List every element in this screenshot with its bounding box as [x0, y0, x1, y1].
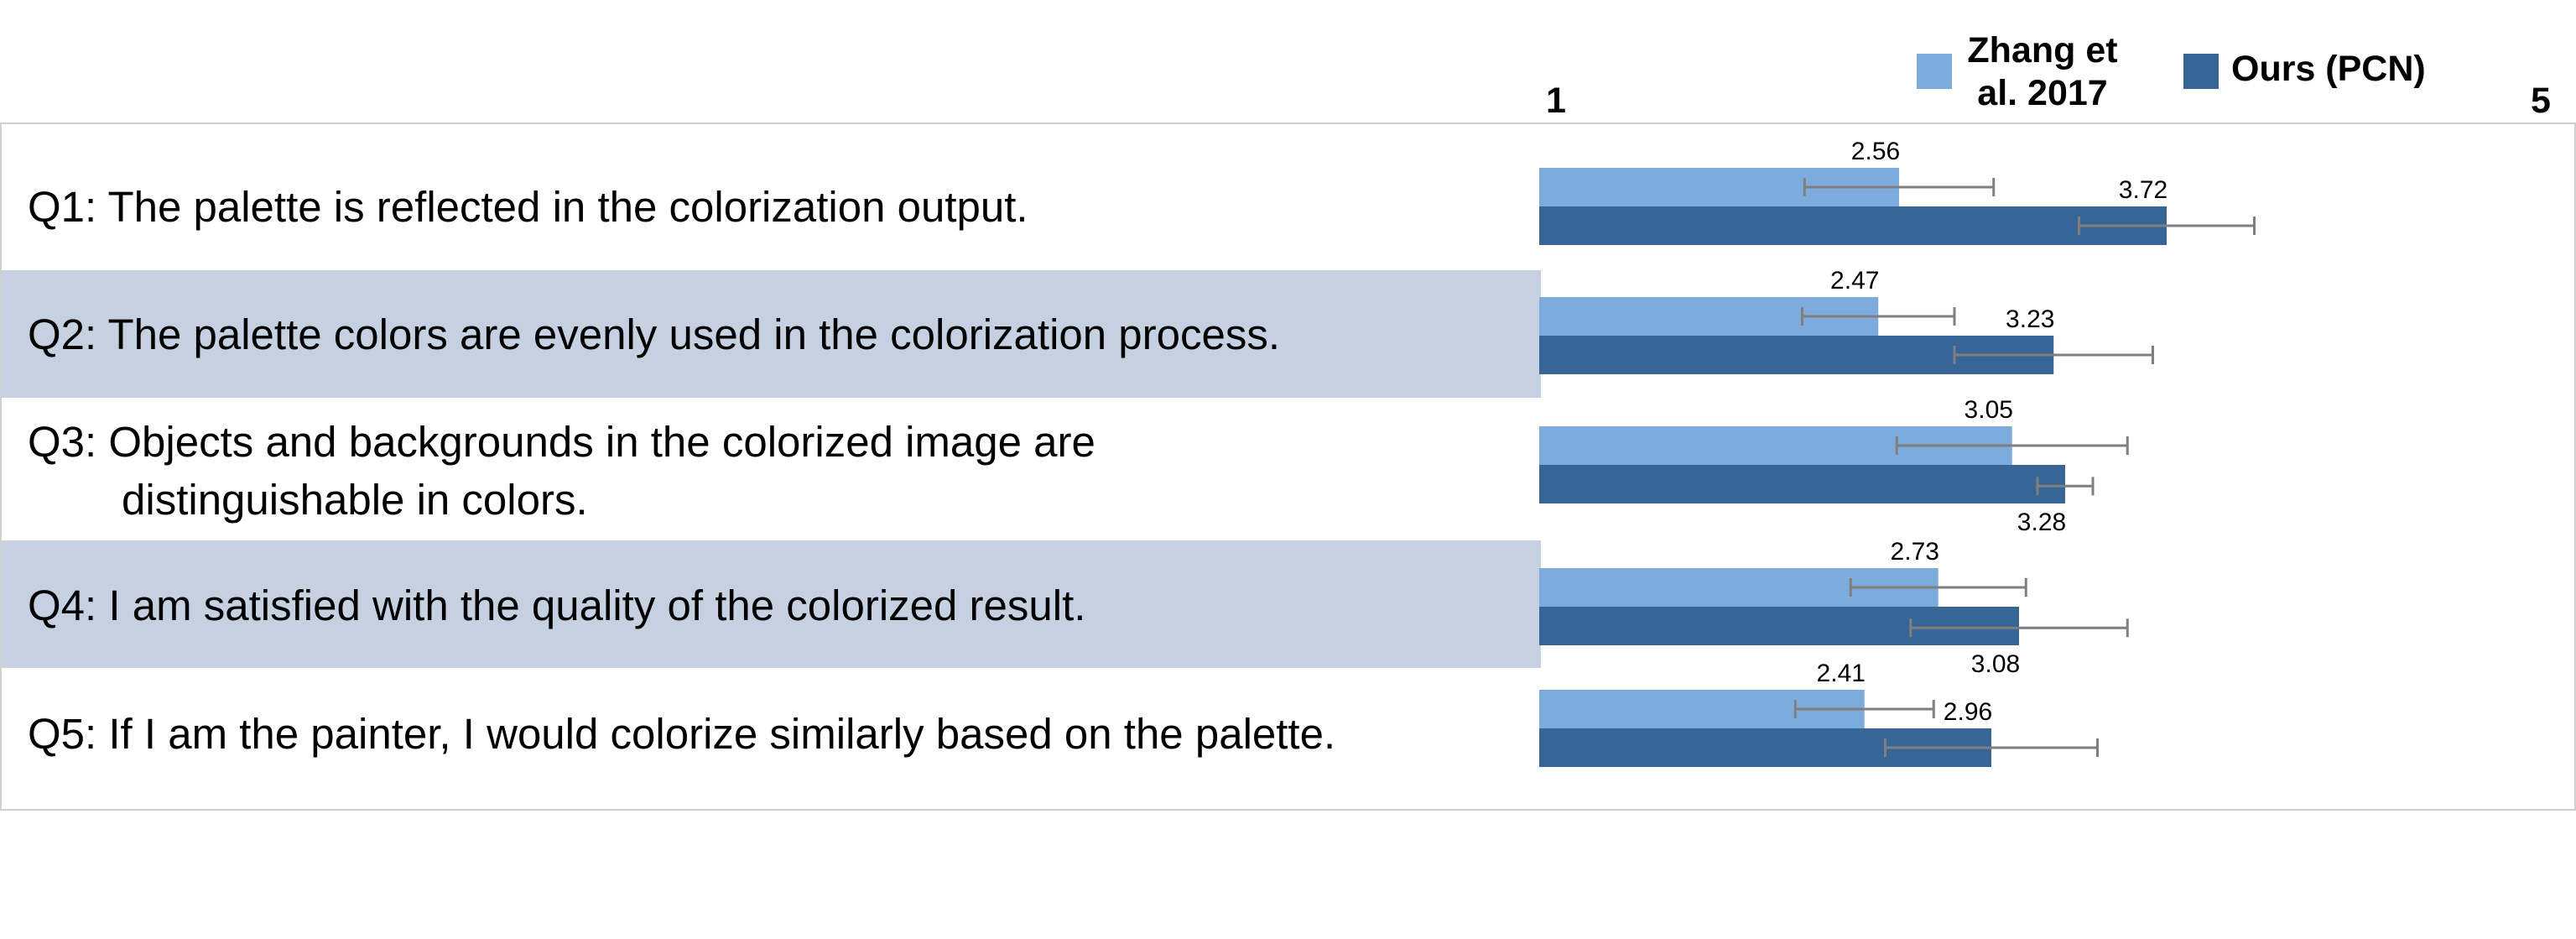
- legend-swatch-ours: [2183, 54, 2219, 89]
- legend: Zhang et al. 2017 Ours (PCN): [1917, 30, 2426, 113]
- value-label-ours-q4: 3.08: [1971, 650, 2020, 678]
- chart-frame: [0, 123, 2576, 811]
- legend-label-zhang-line2: al. 2017: [1977, 73, 2107, 113]
- legend-label-zhang-line1: Zhang et: [1967, 30, 2117, 70]
- value-label-zhang-q4: 2.73: [1891, 538, 1939, 566]
- question-q4: Q4: I am satisfied with the quality of t…: [28, 582, 1085, 629]
- value-label-ours-q5: 2.96: [1944, 698, 1992, 726]
- question-q2: Q2: The palette colors are evenly used i…: [28, 310, 1280, 358]
- question-q3: Q3: Objects and backgrounds in the color…: [28, 418, 1095, 466]
- axis-max-label: 5: [2531, 81, 2551, 121]
- value-label-zhang-q1: 2.56: [1851, 138, 1900, 165]
- value-label-ours-q2: 3.23: [2006, 305, 2054, 333]
- value-label-zhang-q2: 2.47: [1830, 267, 1879, 295]
- bar-ours-q1: [1539, 206, 2167, 245]
- bar-ours-q4: [1539, 607, 2019, 645]
- value-label-zhang-q3: 3.05: [1965, 396, 2013, 424]
- question-q5: Q5: If I am the painter, I would coloriz…: [28, 710, 1335, 758]
- axis-min-label: 1: [1546, 81, 1566, 121]
- question-q3-line2: distinguishable in colors.: [122, 476, 588, 524]
- legend-swatch-zhang: [1917, 54, 1952, 89]
- value-label-zhang-q5: 2.41: [1817, 660, 1866, 687]
- row-band-q4: [2, 540, 1541, 668]
- bar-ours-q3: [1539, 465, 2065, 503]
- value-label-ours-q3: 3.28: [2017, 509, 2066, 536]
- row-band-q2: [2, 270, 1541, 398]
- legend-label-ours: Ours (PCN): [2231, 49, 2426, 89]
- question-q1: Q1: The palette is reflected in the colo…: [28, 183, 1028, 231]
- value-label-ours-q1: 3.72: [2119, 176, 2167, 204]
- bars-layer: 2.56 2.47 3.05 2.73 2.41 3.72 3.23 3.28 3.08 2.96: [1539, 138, 2256, 767]
